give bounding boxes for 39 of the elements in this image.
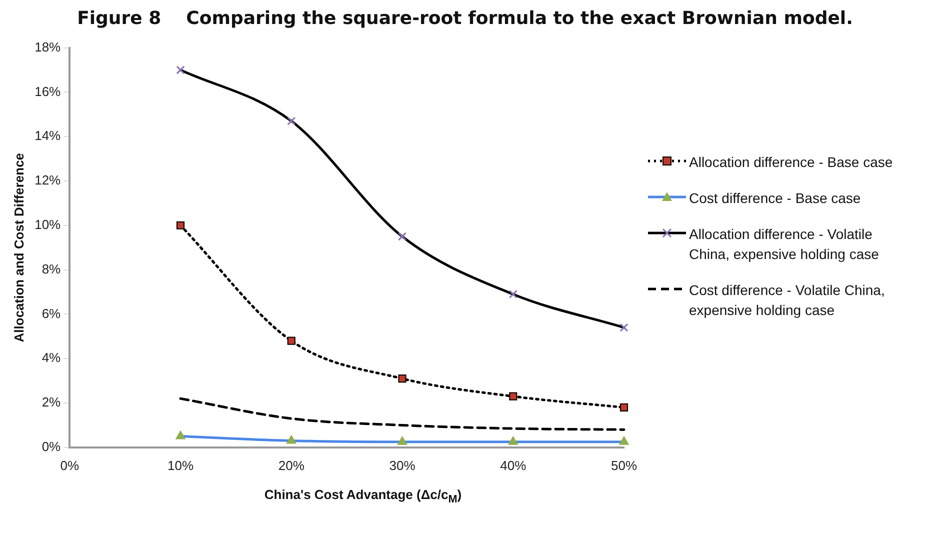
y-tick-label: 8% <box>42 261 62 276</box>
y-tick-label: 10% <box>34 216 62 232</box>
y-tick-label: 4% <box>42 350 62 366</box>
chart-title: Figure 8 Comparing the square-root formula to the exact Brownian model. <box>76 8 854 29</box>
legend-label: Cost difference - Volatile China, expensive holding case <box>689 281 886 320</box>
legend-label: Allocation difference - Volatile China, expensive holding case <box>689 225 880 264</box>
point <box>509 392 518 400</box>
point <box>508 436 518 445</box>
y-axis-title: Allocation and Cost Difference <box>11 152 26 342</box>
point <box>508 290 518 299</box>
x-tick-label: 50% <box>610 458 638 473</box>
y-tick-label: 6% <box>42 306 62 321</box>
point <box>397 436 408 445</box>
point <box>398 232 407 241</box>
point <box>620 323 628 332</box>
point <box>176 66 185 74</box>
legend-label: Allocation difference - Base case <box>689 153 893 172</box>
x-tick-label: 0% <box>60 458 80 473</box>
legend-label: Cost difference - Base case <box>689 189 861 208</box>
point <box>287 116 296 126</box>
x-axis-title: China's Cost Advantage (Δc/c$_{M}$) <box>263 487 463 506</box>
point <box>176 221 185 230</box>
y-tick-label: 16% <box>34 84 62 99</box>
x-tick-label: 10% <box>167 458 194 473</box>
y-tick-label: 2% <box>42 394 62 410</box>
x-tick-label: 20% <box>278 458 305 473</box>
y-tick-label: 18% <box>34 39 62 54</box>
y-tick-label: 14% <box>34 128 62 144</box>
point <box>286 435 296 444</box>
x-tick-label: 40% <box>500 458 527 473</box>
y-tick-label: 0% <box>42 438 62 454</box>
point <box>176 430 186 440</box>
y-tick-label: 12% <box>34 172 62 188</box>
point <box>287 336 296 345</box>
point <box>398 374 406 383</box>
x-tick-label: 30% <box>389 458 416 473</box>
line-series <box>179 397 626 431</box>
point <box>620 403 628 412</box>
point <box>619 436 629 445</box>
